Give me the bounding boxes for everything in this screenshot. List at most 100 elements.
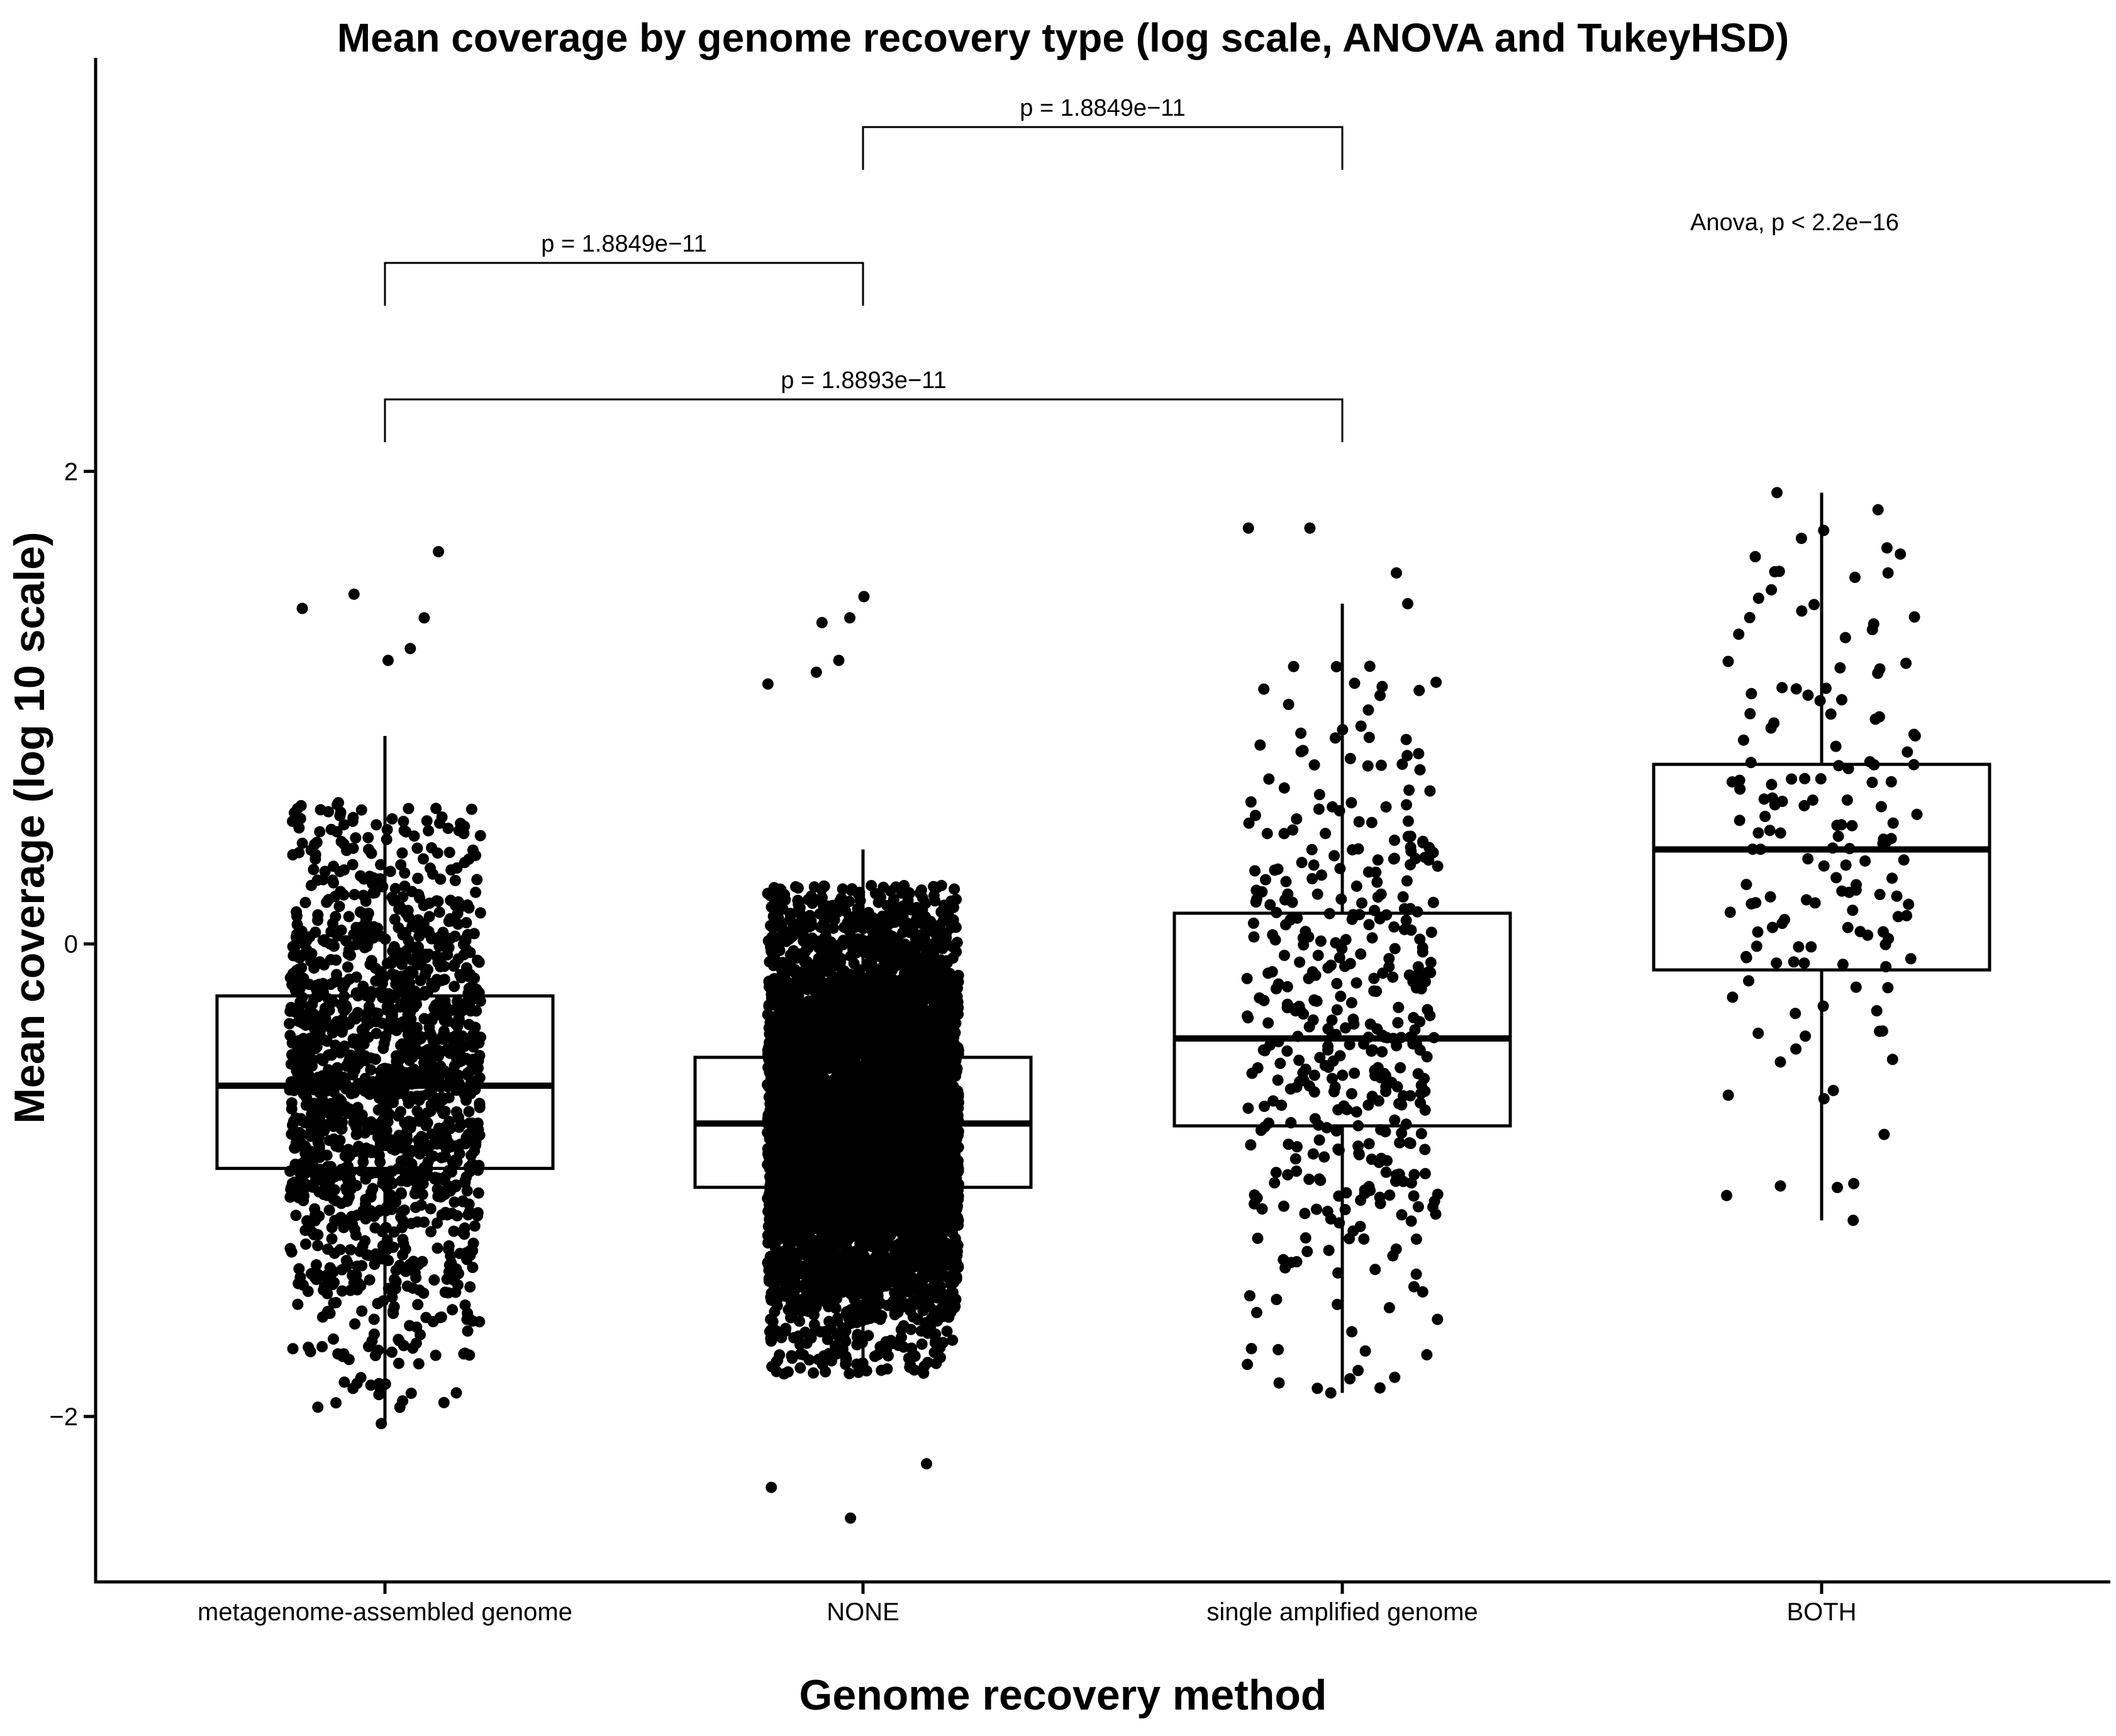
box-0-point: [355, 1372, 367, 1384]
box-0-point: [442, 822, 454, 834]
box-0-point: [382, 1255, 394, 1267]
box-0-point: [292, 1067, 304, 1079]
box-0-point: [474, 1129, 486, 1141]
box-0-point: [356, 1305, 368, 1317]
box-0-point: [458, 1085, 470, 1097]
box-1-point: [766, 1335, 777, 1347]
box-0-point: [459, 857, 471, 869]
box-0-point: [359, 1127, 371, 1139]
box-0-point: [467, 1041, 479, 1053]
box-0-point: [324, 1308, 336, 1319]
box-0-point: [443, 1266, 455, 1278]
box-0-point: [410, 942, 422, 953]
box-0-point: [432, 896, 444, 907]
box-0-point: [336, 1285, 348, 1297]
box-0-point: [438, 1396, 450, 1408]
box-0-point: [414, 1148, 426, 1160]
box-0-point: [363, 1249, 375, 1261]
box-0-point: [463, 1198, 475, 1210]
box-0-point: [464, 1245, 476, 1257]
box-0-point: [326, 1221, 338, 1233]
box-0-point: [320, 1005, 331, 1017]
box-0-point: [357, 889, 369, 901]
box-0-point: [453, 825, 465, 837]
box-0-point: [299, 896, 311, 908]
box-0-point: [386, 813, 398, 825]
box-0-point: [310, 1171, 321, 1183]
box-0-point: [309, 1271, 321, 1283]
box-0-point: [328, 1333, 339, 1345]
box-0-point: [437, 1030, 449, 1042]
box-0-point: [474, 1050, 486, 1062]
box-0-point: [464, 1349, 476, 1361]
box-0-point: [375, 859, 387, 871]
box-0-point: [345, 1166, 357, 1178]
box-0-point: [435, 873, 447, 885]
box-0-point: [430, 803, 442, 815]
box-0-point: [406, 1158, 418, 1170]
box-0-point: [390, 978, 402, 990]
box-0-point: [377, 1042, 389, 1054]
box-0-point: [289, 807, 300, 819]
box-0-point: [343, 1150, 355, 1162]
box-0-point: [347, 1069, 359, 1081]
box-0-point: [381, 1125, 393, 1137]
chart-title: Mean coverage by genome recovery type (l…: [337, 15, 1789, 60]
box-0-point: [340, 935, 352, 947]
box-0-point: [409, 1188, 421, 1199]
box-0-point: [331, 1063, 343, 1075]
box-0-point: [412, 872, 424, 884]
box-0-point: [401, 945, 413, 957]
box-0-point: [330, 1397, 342, 1409]
box-0-point: [287, 1343, 299, 1355]
box-0-point: [365, 1064, 377, 1076]
box-0-point: [463, 1106, 475, 1118]
box-0-point: [362, 832, 374, 843]
box-1-point: [876, 1364, 888, 1376]
box-0-point: [358, 1149, 370, 1160]
box-0-point: [377, 992, 389, 1003]
box-0-point: [466, 1158, 478, 1170]
box-0-point: [467, 844, 479, 856]
box-0-point: [433, 1050, 445, 1062]
box-0-point: [369, 1350, 381, 1362]
box-0-point: [420, 1120, 432, 1132]
box-0-point: [413, 1284, 425, 1296]
box-0-point: [322, 1168, 334, 1180]
box-0-point: [288, 1115, 299, 1127]
box-0-point: [448, 959, 460, 971]
box-0-point: [315, 1053, 326, 1065]
box-0-point: [470, 886, 482, 898]
box-0-point: [430, 1135, 442, 1147]
box-0-point: [472, 1187, 484, 1199]
box-0-point: [391, 1062, 403, 1074]
box-0-point: [462, 899, 474, 911]
box-0-point: [333, 797, 345, 809]
box-1-point: [794, 1362, 806, 1374]
box-0-point: [397, 1156, 409, 1168]
box-0-point: [428, 1038, 440, 1050]
box-0-point: [284, 1030, 296, 1042]
box-0-point: [462, 1067, 474, 1079]
box-0-point: [420, 1311, 432, 1323]
box-1-point: [821, 1333, 833, 1345]
box-0-point: [325, 979, 337, 990]
box-0-point: [399, 1244, 411, 1255]
box-0-point: [362, 908, 374, 920]
box-0-point: [328, 877, 340, 889]
box-0-point: [325, 823, 337, 835]
box-0-point: [343, 911, 355, 923]
box-0-outlier-point: [433, 546, 445, 558]
box-0-point: [312, 915, 324, 926]
box-0-point: [304, 1098, 316, 1110]
box-0-point: [325, 926, 337, 938]
box-0-point: [321, 896, 333, 908]
box-0-point: [426, 1014, 438, 1026]
box-0-outlier-point: [296, 603, 308, 615]
box-0-point: [393, 1333, 404, 1345]
box-0-outlier-point: [376, 1418, 387, 1430]
box-0-point: [386, 1177, 398, 1189]
box-0-point: [326, 1265, 338, 1277]
box-0-point: [293, 1166, 305, 1177]
